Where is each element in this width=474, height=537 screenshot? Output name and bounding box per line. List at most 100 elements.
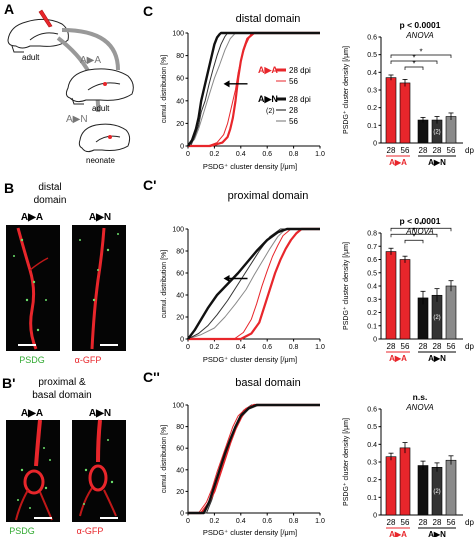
x-tick-label: 0.8 [289, 518, 299, 525]
legend-an-label: A▶N [258, 94, 278, 104]
cdf-plot: 0 0.2 0.4 0.6 0.8 1.0 0 20 40 60 80 100 [172, 31, 325, 159]
significance-bracket [390, 60, 438, 64]
panel-b-title-line1: distal [38, 182, 61, 193]
x-tick-label: 0.6 [262, 151, 272, 158]
panel-a: A adult A▶A adult A▶N neonate [4, 1, 134, 165]
cdf-series-line [187, 228, 320, 340]
cdf-ylabel: cumul. distribution [%] [161, 425, 168, 494]
y-tick-label: 40 [176, 98, 184, 105]
x-tick-label: 28 [433, 342, 442, 351]
y-tick-label: 100 [172, 403, 184, 410]
y-tick-label: 80 [176, 53, 184, 60]
significance-bracket [390, 54, 452, 58]
soma-aa [23, 469, 45, 495]
x-tick-label: 0.8 [289, 344, 299, 351]
x-tick-label: 0.4 [236, 344, 246, 351]
adult-top-label: adult [22, 53, 40, 62]
stat-subtitle: ANOVA [405, 31, 434, 40]
cdf-ylabel: cumul. distribution [%] [161, 55, 168, 124]
legend-aa56-text: 56 [289, 77, 298, 86]
x-tick-label: 56 [401, 518, 410, 527]
significance-star: * [412, 227, 415, 236]
cdf-series-line [188, 32, 320, 147]
cdf-xlabel: PSDG⁺ cluster density [/μm] [203, 162, 297, 171]
dendrite-proximal-an [96, 419, 102, 463]
significance-star: * [412, 59, 415, 68]
y-tick-label: 0.6 [367, 35, 377, 42]
x-tick-label: 28 [419, 518, 428, 527]
bar [399, 447, 411, 516]
significance-bracket [390, 233, 438, 238]
panel-b2-img2-label: A▶N [89, 408, 111, 419]
x-tick-label: 0.8 [289, 151, 299, 158]
x-tick-label: 0 [186, 344, 190, 351]
cdf-series-line [188, 403, 320, 515]
y-tick-label: 60 [176, 76, 184, 83]
panel-c-double-prime: C'' basal domain 0 0.2 0.4 0.6 0.8 1.0 0 20 40 60… [143, 369, 474, 537]
adult-mid-label: adult [92, 104, 110, 113]
psdg-puncta-aa [13, 238, 47, 332]
panel-b-img2-label: A▶N [89, 212, 111, 223]
cdf-series-line [188, 404, 320, 514]
y-tick-label: 100 [172, 31, 184, 38]
x-tick-label: 1.0 [315, 151, 325, 158]
dendrite-branch-aa [29, 257, 49, 271]
dendrite-distal-an [90, 227, 106, 350]
x-tick-label: dpi [465, 146, 474, 155]
y-tick-label: 80 [176, 249, 184, 256]
bar-plot: 0 0.1 0.2 0.3 0.4 0.5 0.6 28 56 28 28 56 dpi A▶A A▶N (2… [367, 392, 474, 537]
x-tick-label: 56 [447, 146, 456, 155]
panel-b2-title-line1: proximal & [38, 377, 86, 388]
legend-an56-text: 56 [289, 117, 298, 126]
significance-star: * [419, 221, 422, 230]
y-tick-label: 0.6 [367, 407, 377, 414]
y-tick-label: 0.2 [367, 310, 377, 317]
panel-c-prime: C' proximal domain 0 0.2 0.4 0.6 0.8 1.0 0 20 40… [143, 177, 474, 364]
x-tick-label: 0.2 [210, 344, 220, 351]
bar-ylabel: PSDG⁺ cluster density [/μm] [343, 46, 350, 134]
x-tick-label: 28 [433, 518, 442, 527]
y-tick-label: 0 [180, 511, 184, 518]
panel-b-stain-psdg: PSDG [19, 355, 45, 365]
cdf-series-line [188, 404, 320, 514]
cdf-series-line [188, 403, 320, 515]
n-note: (2) [433, 489, 440, 495]
bar [417, 465, 429, 516]
x-tick-label: 28 [419, 342, 428, 351]
cdf-series-line [187, 227, 320, 340]
psdg-puncta-basal-aa [17, 447, 51, 509]
x-tick-label: dpi [465, 518, 474, 527]
cdf-series-line [188, 404, 320, 514]
bar-plot: 0 0.1 0.2 0.3 0.4 0.5 0.6 28 56 28 28 56 dpi A▶A A▶N (2… [367, 20, 474, 167]
y-tick-label: 0 [373, 337, 377, 344]
y-tick-label: 0.5 [367, 270, 377, 277]
x-tick-label: 56 [447, 342, 456, 351]
cdf-title: proximal domain [228, 190, 309, 202]
cdf-ylabel: cumul. distribution [%] [161, 250, 168, 319]
dendrite-basal-an [79, 487, 117, 517]
shift-arrow-head-icon [223, 275, 230, 282]
micrograph-distal-an [72, 225, 126, 351]
aa-label: A▶A [80, 55, 101, 66]
cdf-series-line [188, 31, 320, 148]
transplant-arrow-aa [61, 28, 120, 71]
neonate-label: neonate [86, 156, 115, 165]
panel-c2-label: C' [143, 177, 156, 193]
graft-site-an [108, 135, 112, 139]
panel-c-label: C [143, 3, 153, 19]
legend-aa28-text: 28 dpi [289, 66, 311, 75]
psdg-puncta-basal-an [83, 439, 114, 505]
x-tick-label: 56 [401, 146, 410, 155]
y-tick-label: 0.8 [367, 231, 377, 238]
legend-aa-label: A▶A [258, 65, 278, 75]
significance-bracket [404, 239, 424, 244]
y-tick-label: 60 [176, 271, 184, 278]
stat-subtitle: ANOVA [405, 227, 434, 236]
panel-b2-label: B' [2, 375, 15, 391]
cdf-plot: 0 0.2 0.4 0.6 0.8 1.0 0 20 40 60 80 100 [172, 403, 325, 526]
y-tick-label: 0.3 [367, 460, 377, 467]
y-tick-label: 0.1 [367, 495, 377, 502]
x-tick-label: 0 [186, 151, 190, 158]
dendrite-proximal-aa [34, 419, 42, 467]
bar [445, 459, 457, 516]
